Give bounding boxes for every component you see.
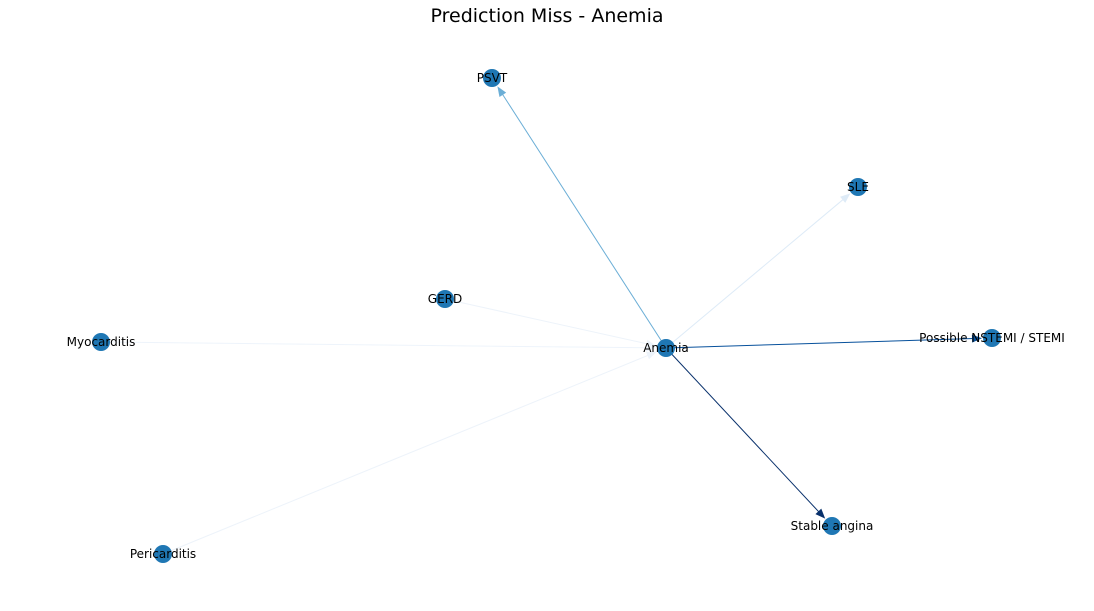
node-gerd [436,290,454,308]
nodes-layer [92,69,1001,563]
edge-anemia-to-sle [665,198,845,349]
node-label-myocarditis: Myocarditis [67,335,136,349]
node-anemia [657,339,675,357]
arrowhead-pericarditis-to-anemia [645,351,657,360]
node-myocarditis [92,333,110,351]
node-label-anemia: Anemia [643,341,689,355]
edge-gerd-to-anemia [444,298,649,345]
edge-myocarditis-to-anemia [100,341,649,349]
edges-layer [100,86,983,555]
graph-title: Prediction Miss - Anemia [431,5,664,27]
node-stable-angina [823,517,841,535]
node-label-nstemi: Possible NSTEMI / STEMI [919,331,1065,345]
node-psvt [483,69,501,87]
edge-anemia-to-psvt [501,92,667,349]
arrowhead-anemia-to-psvt [497,86,507,97]
edge-anemia-to-stable-angina [665,347,821,514]
arrowhead-anemia-to-stable-angina [815,508,826,519]
node-sle [849,178,867,196]
edge-anemia-to-nstemi [665,338,975,349]
arrowhead-myocarditis-to-anemia [645,343,657,352]
arrowhead-anemia-to-sle [840,193,851,203]
arrowhead-anemia-to-nstemi [971,334,983,343]
node-nstemi [983,329,1001,347]
node-label-gerd: GERD [428,292,462,306]
node-label-stable-angina: Stable angina [791,519,874,533]
labels-layer: Anemia PSVT SLE GERD Myocarditis Possible NST… [67,71,1065,561]
node-label-pericarditis: Pericarditis [130,547,196,561]
edge-pericarditis-to-anemia [162,354,650,555]
node-label-sle: SLE [847,180,869,194]
node-pericarditis [154,545,172,563]
node-label-psvt: PSVT [477,71,508,85]
